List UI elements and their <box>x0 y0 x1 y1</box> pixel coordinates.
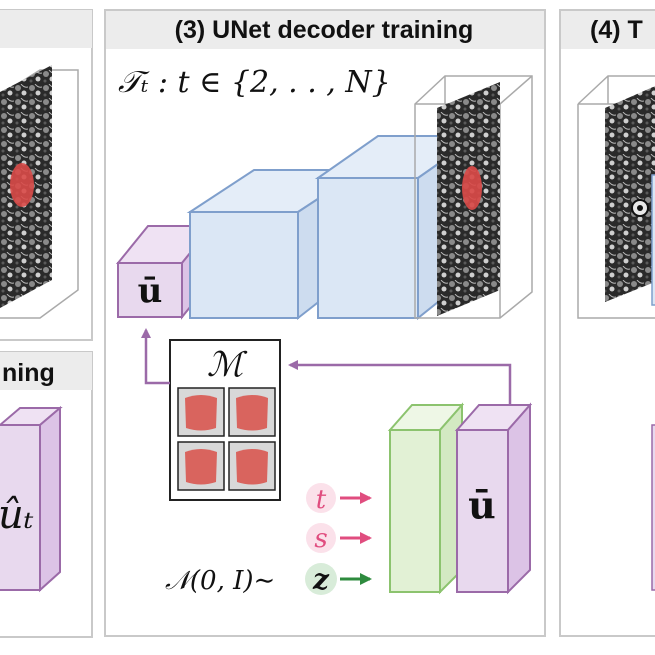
t-input: t <box>306 483 372 515</box>
memory-to-ubar-arrow <box>141 328 170 385</box>
uhat-block-front <box>0 424 41 591</box>
output-segmentation <box>414 75 533 319</box>
center-header: (3) UNet decoder training <box>175 16 474 44</box>
right-header: (4) T <box>590 16 643 44</box>
left-top-panel <box>0 9 93 341</box>
ubar-large-block: ū <box>454 402 533 595</box>
s-input: s <box>306 523 372 554</box>
noise-label: 𝒩(0, I)∼ <box>165 566 275 596</box>
tumor-mask <box>10 163 34 207</box>
task-set-label: 𝒯ₜ : t ∈ {2, . . , N} <box>118 65 391 100</box>
t-label: t <box>316 485 327 515</box>
uhat-block-side <box>39 405 61 593</box>
center-panel: (3) UNet decoder training 𝒯ₜ : t ∈ {2, .… <box>104 9 546 637</box>
right-panel: (4) T <box>559 9 655 637</box>
memory-label: ℳ <box>207 345 248 385</box>
z-label: z <box>312 563 330 596</box>
output-tumor-mask <box>462 166 482 210</box>
left-bottom-panel: ning ûₜ <box>0 351 93 638</box>
ubar-large-label: ū <box>468 482 496 527</box>
u-hat-label: ûₜ <box>0 492 34 538</box>
left-bottom-header: ning <box>2 359 55 387</box>
right-mri-image <box>605 86 655 302</box>
z-input: 𝒩(0, I)∼ z <box>165 563 372 596</box>
green-block <box>387 402 465 595</box>
memory-bank: ℳ <box>169 339 281 501</box>
s-label: s <box>314 524 327 554</box>
ubar-to-memory-arrow <box>288 360 512 405</box>
ubar-small-label: ū <box>138 271 163 311</box>
